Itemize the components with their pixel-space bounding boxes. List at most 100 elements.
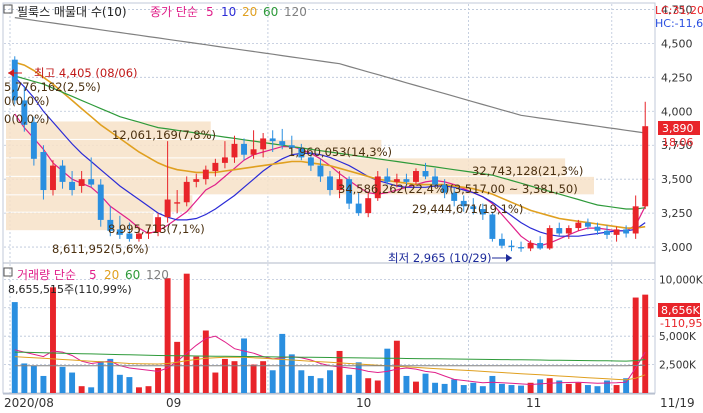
vp-label: 12,061,169(7,8%) xyxy=(112,128,216,142)
vp-label: 0(0,0%) xyxy=(4,112,50,126)
arrow-left-icon xyxy=(8,69,14,77)
volume-panel-title[interactable]: 거래량 단순 xyxy=(17,268,76,282)
candle-body xyxy=(642,126,649,207)
vol-ma-period-60[interactable]: 60 xyxy=(125,268,140,282)
panel-collapse-icon[interactable] xyxy=(3,267,13,277)
ma-period-120[interactable]: 120 xyxy=(284,5,307,19)
arrow-right-icon xyxy=(506,254,512,262)
moving-average-lines xyxy=(14,17,646,247)
volume-bar xyxy=(403,375,410,393)
volume-bar xyxy=(432,382,439,393)
volume-bar xyxy=(546,378,553,393)
ma-period-10[interactable]: 10 xyxy=(221,5,236,19)
candle-body xyxy=(260,138,267,150)
candle-body xyxy=(556,228,563,234)
low-marker: 최저 2,965 (10/29) xyxy=(388,251,512,265)
volume-bar xyxy=(88,387,95,393)
volume-ma-lines xyxy=(14,335,646,386)
candle-body xyxy=(212,162,219,172)
price-panel-header: 필룩스 매물대 수(10) 종가 단순 5 10 20 60 120 xyxy=(3,4,307,19)
volume-bar xyxy=(613,385,620,393)
volume-ma-line-20 xyxy=(14,356,646,381)
candle-body xyxy=(135,233,142,239)
vol-ma-period-20[interactable]: 20 xyxy=(104,268,119,282)
candle-body xyxy=(479,209,486,215)
current-price: 3,890 xyxy=(662,122,694,135)
candle-body xyxy=(498,238,505,246)
vp-label: 29,444,671(19,1%) xyxy=(412,202,523,216)
x-axis-label: 09 xyxy=(166,396,181,410)
volume-bar xyxy=(518,385,525,393)
candle-body xyxy=(355,203,362,214)
volume-bar xyxy=(59,366,66,393)
volume-bar xyxy=(527,382,534,393)
right-axis[interactable]: 3,000 3,250 3,500 3,750 4,000 4,250 4,500 4,750… xyxy=(655,3,703,393)
ma-period-20[interactable]: 20 xyxy=(242,5,257,19)
ma-line-60 xyxy=(14,75,646,210)
volume-bar xyxy=(69,372,76,393)
candle-body xyxy=(116,229,123,235)
volume-tick-label: 10,000K xyxy=(659,274,703,286)
current-change: 18,06 xyxy=(662,136,694,149)
vol-ma-period-120[interactable]: 120 xyxy=(146,268,169,282)
vol-ma-period-5[interactable]: 5 xyxy=(89,268,97,282)
volume-bar xyxy=(307,375,314,393)
volume-bar xyxy=(30,365,37,393)
candle-body xyxy=(126,233,133,239)
candle-body xyxy=(164,199,171,218)
candle-body xyxy=(365,198,372,214)
candle-body xyxy=(174,202,181,204)
high-price-label: 최고 4,405 (08/06) xyxy=(34,66,138,80)
x-axis[interactable]: 2020/08 09 10 11 11/19 xyxy=(3,393,703,413)
price-panel-title[interactable]: 필룩스 매물대 수(10) xyxy=(17,5,127,19)
volume-bar xyxy=(50,287,56,393)
volume-profile-band xyxy=(6,139,382,158)
price-tick-label: 3,750 xyxy=(661,139,693,152)
ma-period-60[interactable]: 60 xyxy=(263,5,278,19)
candle-body xyxy=(527,242,534,249)
low-price-label: 최저 2,965 (10/29) xyxy=(388,251,492,265)
candle-body xyxy=(422,171,429,177)
volume-bar xyxy=(317,378,324,393)
ma-period-5[interactable]: 5 xyxy=(206,5,214,19)
volume-bar xyxy=(460,385,467,393)
ma-line-120 xyxy=(14,17,646,134)
candle-body xyxy=(537,242,544,249)
volume-bar xyxy=(164,278,171,393)
volume-bar xyxy=(451,379,458,393)
volume-bar xyxy=(202,330,209,393)
candle-body xyxy=(145,232,152,234)
candle-body xyxy=(241,143,247,155)
volume-bar xyxy=(632,297,639,393)
candle-body xyxy=(107,219,114,231)
candle-body xyxy=(546,228,553,249)
volume-bar xyxy=(441,383,448,393)
volume-bar xyxy=(537,379,544,393)
ma-label[interactable]: 종가 단순 xyxy=(150,5,198,19)
panel-collapse-icon[interactable] xyxy=(3,4,13,14)
volume-max-label: 8,655,515주(110,99%) xyxy=(8,283,132,296)
current-price-badge xyxy=(658,121,700,135)
volume-bar xyxy=(174,341,181,393)
current-volume-change: -110,95 xyxy=(660,317,702,330)
volume-ma-line-120 xyxy=(14,364,646,367)
volume-bar xyxy=(298,370,305,393)
candle-body xyxy=(250,149,257,155)
candle-body xyxy=(30,122,37,159)
candle-body xyxy=(155,217,162,233)
x-axis-label: 11 xyxy=(526,396,541,410)
candle-body xyxy=(288,145,295,148)
volume-bar xyxy=(565,383,572,393)
candle-body xyxy=(432,176,439,185)
candle-body xyxy=(508,245,515,248)
candle-body xyxy=(393,179,400,182)
volume-bar xyxy=(384,348,391,393)
candle-body xyxy=(489,214,496,239)
x-axis-label: 11/19 xyxy=(660,396,695,410)
candle-body xyxy=(623,229,630,234)
volume-bar xyxy=(355,362,362,393)
volume-bar xyxy=(155,368,162,393)
volume-bar xyxy=(183,273,190,393)
volume-panel xyxy=(4,273,654,393)
